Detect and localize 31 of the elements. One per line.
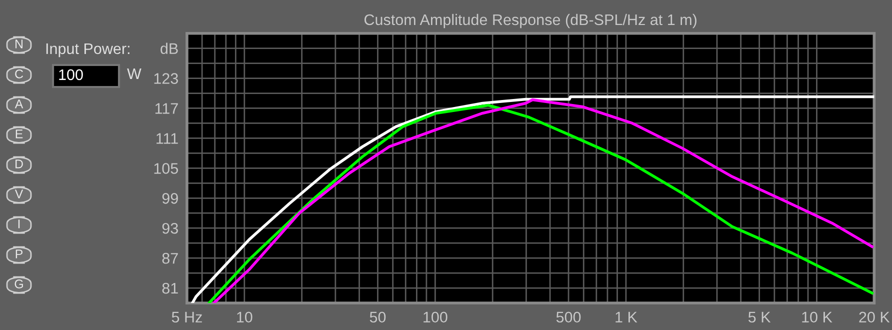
y-tick-label: 105	[154, 163, 178, 174]
text: A	[14, 100, 24, 108]
text: E	[16, 130, 23, 138]
y-tick-label: 93	[162, 222, 178, 234]
x-tick-label: 10	[237, 312, 252, 323]
y-tick-label: 99	[162, 193, 178, 204]
y-tick-label: 117	[155, 103, 178, 114]
text: Input Power:	[46, 43, 130, 58]
x-tick-label: 5 Hz	[172, 312, 202, 323]
text: C	[15, 70, 24, 78]
y-tick-label: dB	[160, 42, 178, 54]
x-tick-label: 100	[424, 312, 448, 323]
text: N	[16, 40, 22, 48]
chart-title: Custom Amplitude Response (dB-SPL/Hz at 1 m)	[364, 14, 696, 28]
x-tick-label: 5 K	[748, 312, 771, 323]
y-tick-label: 123	[154, 73, 178, 84]
text: W	[127, 68, 142, 79]
x-tick-label: 50	[370, 312, 386, 323]
y-tick-label: 111	[156, 133, 178, 144]
x-tick-label: 20 K	[859, 312, 890, 323]
text: D	[16, 160, 23, 168]
text: P	[16, 250, 23, 258]
y-tick-label: 81	[162, 282, 178, 294]
x-tick-label: 1 K	[616, 312, 638, 322]
text: G	[14, 280, 23, 288]
x-tick-label: 500	[556, 312, 581, 323]
text: 100	[59, 69, 83, 80]
x-tick-label: 10 K	[802, 312, 832, 323]
text: V	[14, 190, 24, 198]
text: I	[18, 220, 20, 228]
y-tick-label: 87	[162, 252, 178, 264]
